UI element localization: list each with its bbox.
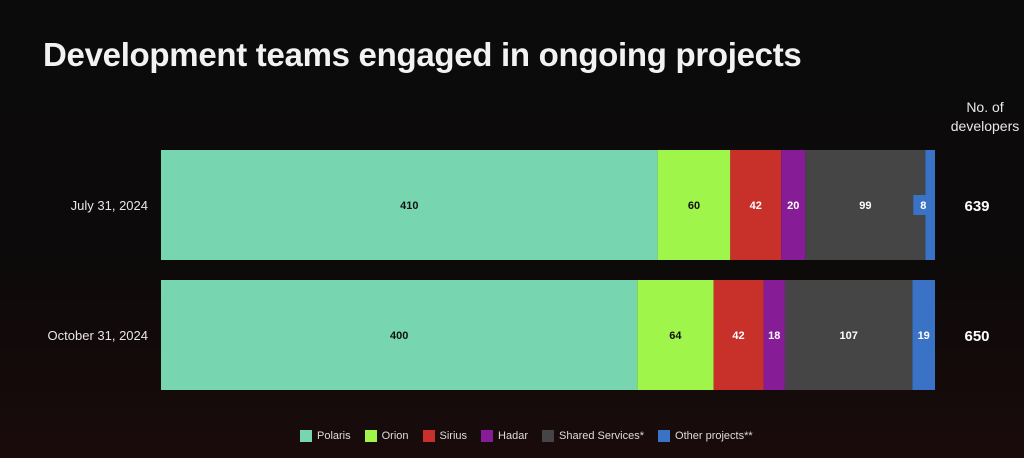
data-label: 410 <box>400 200 418 212</box>
bar-segment-orion <box>637 280 714 390</box>
legend-label: Other projects** <box>675 430 753 442</box>
legend-swatch <box>422 430 435 442</box>
data-label: 19 <box>918 330 930 342</box>
legend-swatch <box>481 430 494 442</box>
chart-title: Development teams engaged in ongoing pro… <box>43 36 802 73</box>
legend: Polaris Orion Sirius Hadar Shared Services* O… <box>300 430 753 442</box>
bar-segment-hadar <box>763 280 785 390</box>
bar-segment-sirius <box>730 150 782 260</box>
legend-label: Sirius <box>439 430 468 442</box>
data-label: 400 <box>390 330 408 342</box>
totals-header-line1: No. of <box>966 99 1004 115</box>
totals-header: No. of developers <box>930 98 1024 136</box>
bar-segment-shared-services <box>805 150 926 260</box>
small-label-tab <box>913 195 935 215</box>
data-label: 42 <box>750 200 762 212</box>
legend-label: Orion <box>381 430 409 442</box>
data-label: 60 <box>688 200 700 212</box>
total-label: 639 <box>964 198 989 215</box>
bar-segment-polaris <box>161 150 658 260</box>
legend-swatch <box>658 430 671 442</box>
bar-segment-hadar <box>781 150 806 260</box>
legend-label: Polaris <box>317 430 351 442</box>
category-label: October 31, 2024 <box>48 328 148 343</box>
bar-segment-polaris <box>161 280 638 390</box>
totals-header-line2: developers <box>950 118 1020 134</box>
total-label: 650 <box>964 328 989 345</box>
data-label: 42 <box>732 330 744 342</box>
legend-item: Polaris <box>300 430 351 442</box>
data-label: 20 <box>787 200 799 212</box>
legend-label: Shared Services* <box>559 430 645 442</box>
legend-swatch <box>300 430 312 442</box>
bar-segment-sirius <box>713 280 764 390</box>
data-label: 18 <box>768 330 780 342</box>
bar-segment-other-projects <box>912 280 935 390</box>
legend-item: Orion <box>364 430 409 442</box>
category-label: July 31, 2024 <box>71 198 148 213</box>
legend-item: Shared Services* <box>542 430 644 442</box>
legend-label: Hadar <box>498 430 529 442</box>
legend-swatch <box>364 430 377 442</box>
legend-item: Sirius <box>422 430 468 442</box>
legend-item: Hadar <box>481 430 528 442</box>
bar-segment-orion <box>657 150 731 260</box>
legend-item: Other projects** <box>658 430 753 442</box>
data-label: 8 <box>920 200 926 212</box>
data-label: 99 <box>859 200 871 212</box>
bar-segment-shared-services <box>784 280 913 390</box>
data-label: 64 <box>669 330 682 342</box>
data-label: 107 <box>839 330 857 342</box>
legend-swatch <box>542 430 555 442</box>
